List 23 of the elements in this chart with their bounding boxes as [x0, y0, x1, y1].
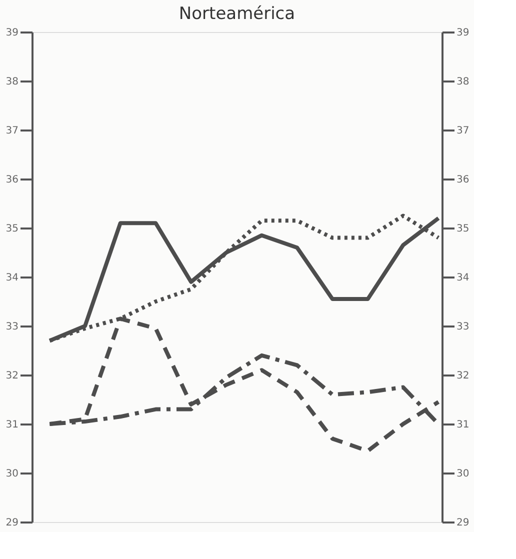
y2-tick-label: 32	[456, 370, 470, 382]
y-tick-label: 33	[6, 322, 18, 332]
y-tick-label: 32	[6, 370, 18, 382]
y-tick-label: 39	[6, 28, 18, 38]
y2-tick-label: 35	[456, 224, 470, 234]
y2-tick-label: 29	[456, 518, 470, 528]
y2-tick-label: 38	[456, 76, 470, 88]
y2-tick-label: 30	[456, 468, 470, 480]
y-tick-label: 30	[6, 468, 18, 480]
y2-tick-label: 37	[456, 126, 470, 136]
y-tick-label: 38	[6, 76, 18, 88]
y2-tick-label: 36	[456, 174, 470, 186]
y-tick-label: 29	[6, 518, 18, 528]
y-tick-label: 36	[6, 174, 18, 186]
y-tick-label: 31	[6, 420, 18, 430]
y-tick-label: 35	[6, 224, 18, 234]
chart-title: Norteamérica	[178, 4, 296, 24]
y2-tick-label: 31	[456, 420, 470, 430]
y2-tick-label: 34	[456, 272, 470, 284]
y2-tick-label: 33	[456, 322, 470, 332]
y-tick-label: 34	[6, 272, 18, 284]
y-tick-label: 37	[6, 126, 18, 136]
y2-tick-label: 39	[456, 28, 470, 38]
